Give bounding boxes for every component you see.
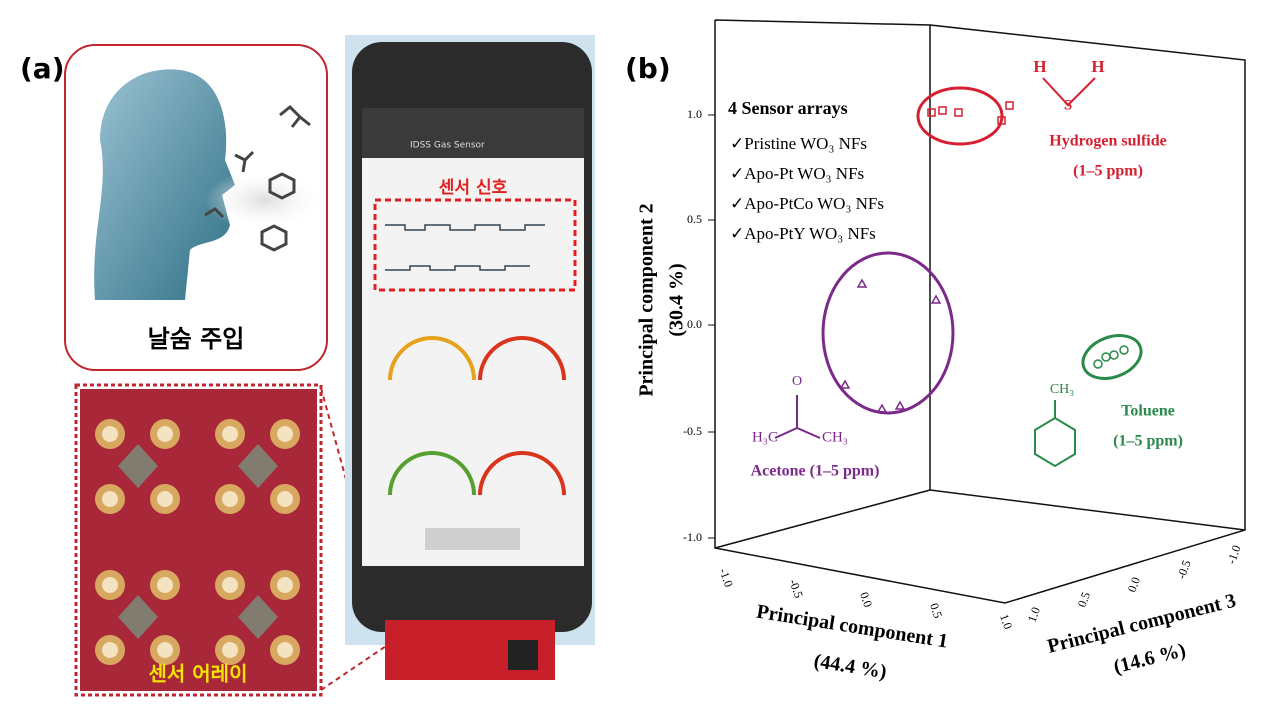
gas-name: Hydrogen sulfide [1049,133,1167,150]
phone-screen [362,108,584,566]
app-title: IDSS Gas Sensor [410,141,485,151]
pad-hole [102,426,118,442]
breath-caption: 날숨 주입 [148,325,245,353]
atom: CH₃ [1050,382,1074,397]
h2s-cluster [916,86,1004,146]
pad-hole [277,577,293,593]
pad-hole [222,426,238,442]
x-tick-label: 0.0 [857,590,875,609]
legend: ✓Pristine WO₃ NFs ✓Apo-Pt WO₃ NFs ✓Apo-PtC… [730,134,884,243]
toluene-cluster [1081,334,1143,380]
pads [95,419,300,665]
y-tick-label: -0.5 [683,424,702,438]
y-tick-label: -1.0 [683,530,702,544]
atom: H₃C [752,429,778,445]
signal-traces [385,224,545,271]
z-tick-label: -1.0 [1224,543,1244,566]
z-tick-label: 1.0 [1025,605,1043,624]
acetone-cluster [821,251,955,415]
array-frame [74,383,323,697]
x-tick-label: 0.5 [927,601,945,620]
sensor-chip [118,595,158,639]
legend-title: 4 Sensor arrays [728,98,848,118]
legend-item: ✓Apo-PtY WO₃ NFs [730,224,876,243]
sensor-chip [118,444,158,488]
breath-cloud [205,170,325,230]
atom: H [1033,57,1046,76]
toluene-ring [1034,416,1076,468]
app-bar [362,108,584,158]
sensor-chip [238,595,278,639]
pad-hole [157,491,173,507]
ticks: 1.0 0.5 0.0 -0.5 -1.0 -1.0 -0.5 0.0 0.5 1.0 1.0 0.5… [683,107,1244,631]
axis-unit: (30.4 %) [666,263,688,336]
h2s-markers [927,101,1014,125]
toluene-markers [1093,345,1129,369]
app-button [425,528,520,550]
gas-name: Toluene [1121,403,1175,420]
pad-hole [222,577,238,593]
pad-hole [157,426,173,442]
panel-label: (b) [625,52,671,85]
panel-label: (a) [20,52,65,85]
acetone-bonds [774,395,821,439]
pad-hole [222,642,238,658]
molecule-icons [204,104,311,252]
pad-hole [102,577,118,593]
atom: S [1064,97,1072,113]
pad-hole [102,642,118,658]
legend-item: ✓Pristine WO₃ NFs [730,134,867,153]
signal-frame [373,198,577,292]
pad-hole [157,642,173,658]
gas-range: (1–5 ppm) [1113,433,1183,450]
legend-item: ✓Apo-Pt WO₃ NFs [730,164,864,183]
plot-box [714,19,1246,604]
pad-hole [277,426,293,442]
gas-range: (1–5 ppm) [1073,163,1143,180]
pad-hole [102,491,118,507]
x-tick-label: -1.0 [716,566,736,589]
module-chip [508,640,538,670]
h2s-bonds [1042,77,1096,107]
atom: H [1091,57,1104,76]
atom: CH₃ [822,429,848,445]
axis-title: Principal component 2 [636,203,658,396]
y-tick-label: 0.5 [687,212,702,226]
head-illustration [94,69,236,301]
gas-name: Acetone (1–5 ppm) [751,463,880,480]
z-tick-label: -0.5 [1174,558,1194,581]
x-tick-label: -0.5 [786,577,806,600]
atom: O [792,374,802,389]
signal-label: 센서 신호 [439,178,508,198]
pad-hole [277,642,293,658]
sensor-chip [238,444,278,488]
pad-hole [277,491,293,507]
z-tick-label: 0.0 [1125,575,1143,594]
pad-hole [222,491,238,507]
gauge-icons [388,336,566,496]
legend-item: ✓Apo-PtCo WO₃ NFs [730,194,884,213]
y-tick-label: 1.0 [687,107,702,121]
z-tick-label: 0.5 [1075,590,1093,609]
pad-hole [157,577,173,593]
array-label: 센서 어레이 [149,662,248,686]
acetone-markers [839,278,942,413]
x-tick-label: 1.0 [997,612,1015,631]
y-tick-label: 0.0 [687,317,702,331]
